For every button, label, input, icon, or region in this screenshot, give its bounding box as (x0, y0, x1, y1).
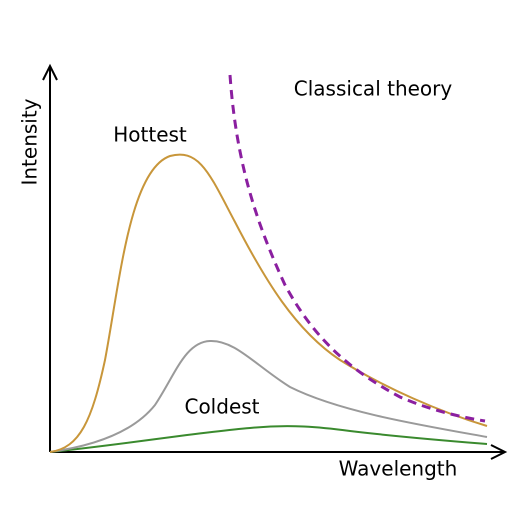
axes (42, 63, 508, 460)
x-axis-arrow (490, 444, 508, 460)
middle-curve (49, 339, 488, 453)
x-axis-label: Wavelength (339, 457, 458, 481)
hottest-curve (49, 153, 488, 453)
hottest-label: Hottest (113, 123, 187, 147)
classical-curve (228, 74, 486, 423)
y-axis-label: Intensity (18, 98, 42, 185)
coldest-label: Coldest (184, 395, 259, 419)
classical-label: Classical theory (294, 77, 453, 101)
coldest-curve (49, 425, 488, 453)
y-axis-arrow (42, 63, 58, 81)
